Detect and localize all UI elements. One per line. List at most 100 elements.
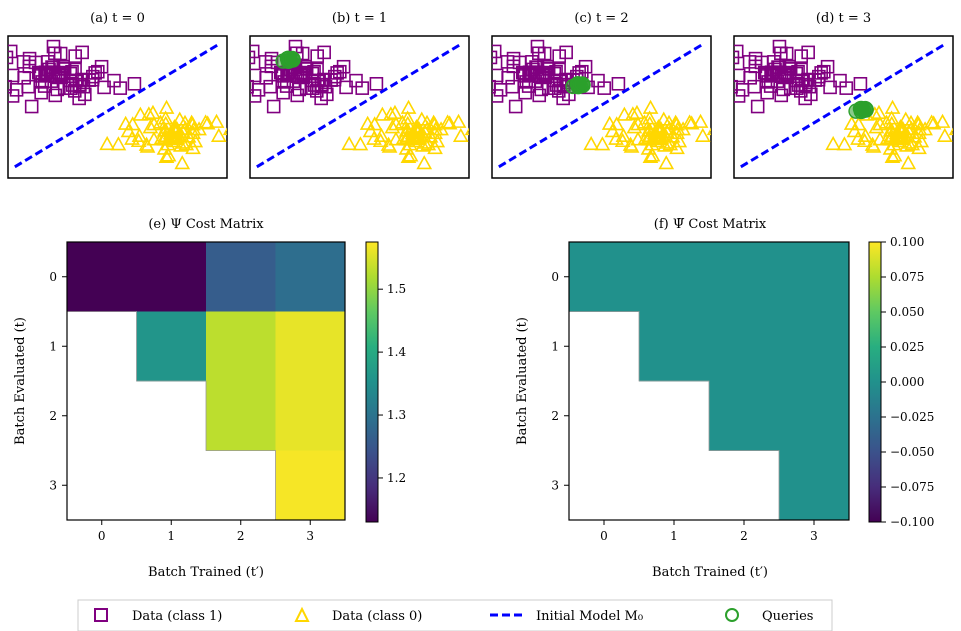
- heatmap-cell: [275, 381, 346, 451]
- class1-point: [556, 91, 570, 106]
- class0-point: [419, 120, 436, 135]
- y-tick-label: 2: [49, 409, 57, 423]
- class0-point: [882, 129, 899, 144]
- x-tick-label: 1: [670, 529, 678, 543]
- class0-point: [583, 135, 599, 151]
- class1-point: [559, 45, 573, 60]
- class1-point: [250, 89, 262, 103]
- class1-point: [734, 44, 744, 59]
- class0-point: [883, 115, 900, 130]
- class0-point: [387, 104, 403, 119]
- class1-point: [540, 59, 555, 74]
- class0-point: [594, 136, 611, 151]
- colorbar-tick-label: 0.100: [890, 235, 924, 249]
- class0-point: [388, 116, 404, 131]
- class1-point: [492, 44, 502, 59]
- class0-point: [400, 148, 417, 164]
- class1-point: [611, 76, 626, 91]
- class0-point: [868, 119, 885, 134]
- class1-point: [774, 46, 788, 61]
- square-marker-icon: [94, 608, 108, 622]
- class1-point: [97, 80, 111, 95]
- scatter-panel-title: (d) t = 3: [816, 11, 871, 26]
- class0-point: [388, 131, 404, 146]
- scatter-panel-0: (a) t = 0: [7, 11, 228, 179]
- class1-point: [339, 80, 353, 95]
- heatmap-cell: [779, 450, 850, 521]
- class0-point: [629, 104, 645, 119]
- class1-point: [299, 81, 314, 96]
- heatmap-e-ylabel: Batch Evaluated (t): [13, 317, 28, 445]
- class1-point: [552, 49, 566, 63]
- triangle-marker-icon: [294, 606, 310, 622]
- heatmap-cell: [709, 311, 780, 382]
- class0-point: [120, 123, 137, 138]
- class1-point: [290, 69, 305, 83]
- circle-marker-icon: [725, 608, 739, 622]
- heatmap-cell: [709, 242, 780, 312]
- class1-point: [45, 60, 59, 74]
- class0-point: [871, 104, 887, 119]
- class0-point: [694, 127, 711, 142]
- class0-point: [911, 121, 928, 136]
- class0-point: [669, 121, 686, 136]
- class0-point: [658, 155, 675, 170]
- class0-point: [439, 114, 456, 129]
- colorbar-tick-label: 1.3: [387, 408, 406, 422]
- class1-point: [298, 59, 313, 74]
- heatmap-cell: [779, 242, 850, 312]
- class0-point: [452, 127, 469, 142]
- class1-point: [774, 69, 789, 83]
- class1-point: [333, 64, 347, 79]
- class0-point: [131, 127, 148, 142]
- class0-point: [641, 115, 658, 130]
- heatmap-cell: [206, 311, 276, 382]
- class1-point: [91, 64, 105, 79]
- heatmap-cell: [206, 242, 276, 312]
- class1-point: [250, 79, 254, 94]
- class0-point: [99, 135, 115, 151]
- class0-point: [630, 131, 646, 146]
- y-tick-label: 1: [551, 339, 559, 353]
- class1-point: [317, 45, 331, 60]
- x-tick-label: 2: [740, 529, 748, 543]
- class1-point: [734, 79, 738, 94]
- legend-class1-label: Data (class 1): [132, 609, 222, 624]
- model-line: [498, 42, 705, 169]
- class0-point: [884, 148, 901, 164]
- scatter-panel-title: (a) t = 0: [90, 11, 145, 26]
- class1-point: [57, 81, 72, 96]
- class1-point: [266, 99, 281, 114]
- class0-point: [399, 110, 416, 125]
- psi-bar-cost-matrix-heatmap: (f) Ψ̅ Cost Matrix 0 1 2 3 0 1 2 3 Batch Traine…: [515, 217, 934, 580]
- class1-point: [508, 99, 523, 114]
- class0-point: [146, 131, 162, 146]
- scatter-panel-3: (d) t = 3: [733, 11, 954, 179]
- legend-queries-label: Queries: [762, 609, 813, 624]
- class1-point: [492, 50, 498, 65]
- legend-class0-label: Data (class 0): [332, 609, 422, 624]
- x-tick-label: 3: [810, 529, 818, 543]
- class1-point: [747, 79, 762, 94]
- class1-point: [597, 81, 612, 95]
- y-tick-label: 1: [49, 339, 57, 353]
- class1-point: [505, 79, 520, 94]
- class0-point: [900, 134, 917, 149]
- heatmap-f-frame: [568, 241, 850, 521]
- y-tick-label: 0: [551, 270, 559, 284]
- class0-point: [936, 127, 953, 142]
- class0-point: [416, 155, 433, 170]
- colorbar-tick-label: −0.025: [890, 410, 934, 424]
- heatmap-cell: [779, 381, 850, 451]
- heatmap-e-title: (e) Ψ Cost Matrix: [148, 217, 264, 232]
- class1-point: [748, 59, 763, 74]
- class0-point: [197, 114, 214, 129]
- class0-point: [352, 136, 369, 151]
- class1-point: [355, 81, 370, 95]
- legend-model-label: Initial Model M₀: [536, 609, 643, 624]
- class1-point: [750, 99, 765, 114]
- class1-point: [263, 79, 278, 94]
- class1-point: [48, 69, 63, 83]
- colorbar-tick-label: 0.050: [890, 305, 924, 319]
